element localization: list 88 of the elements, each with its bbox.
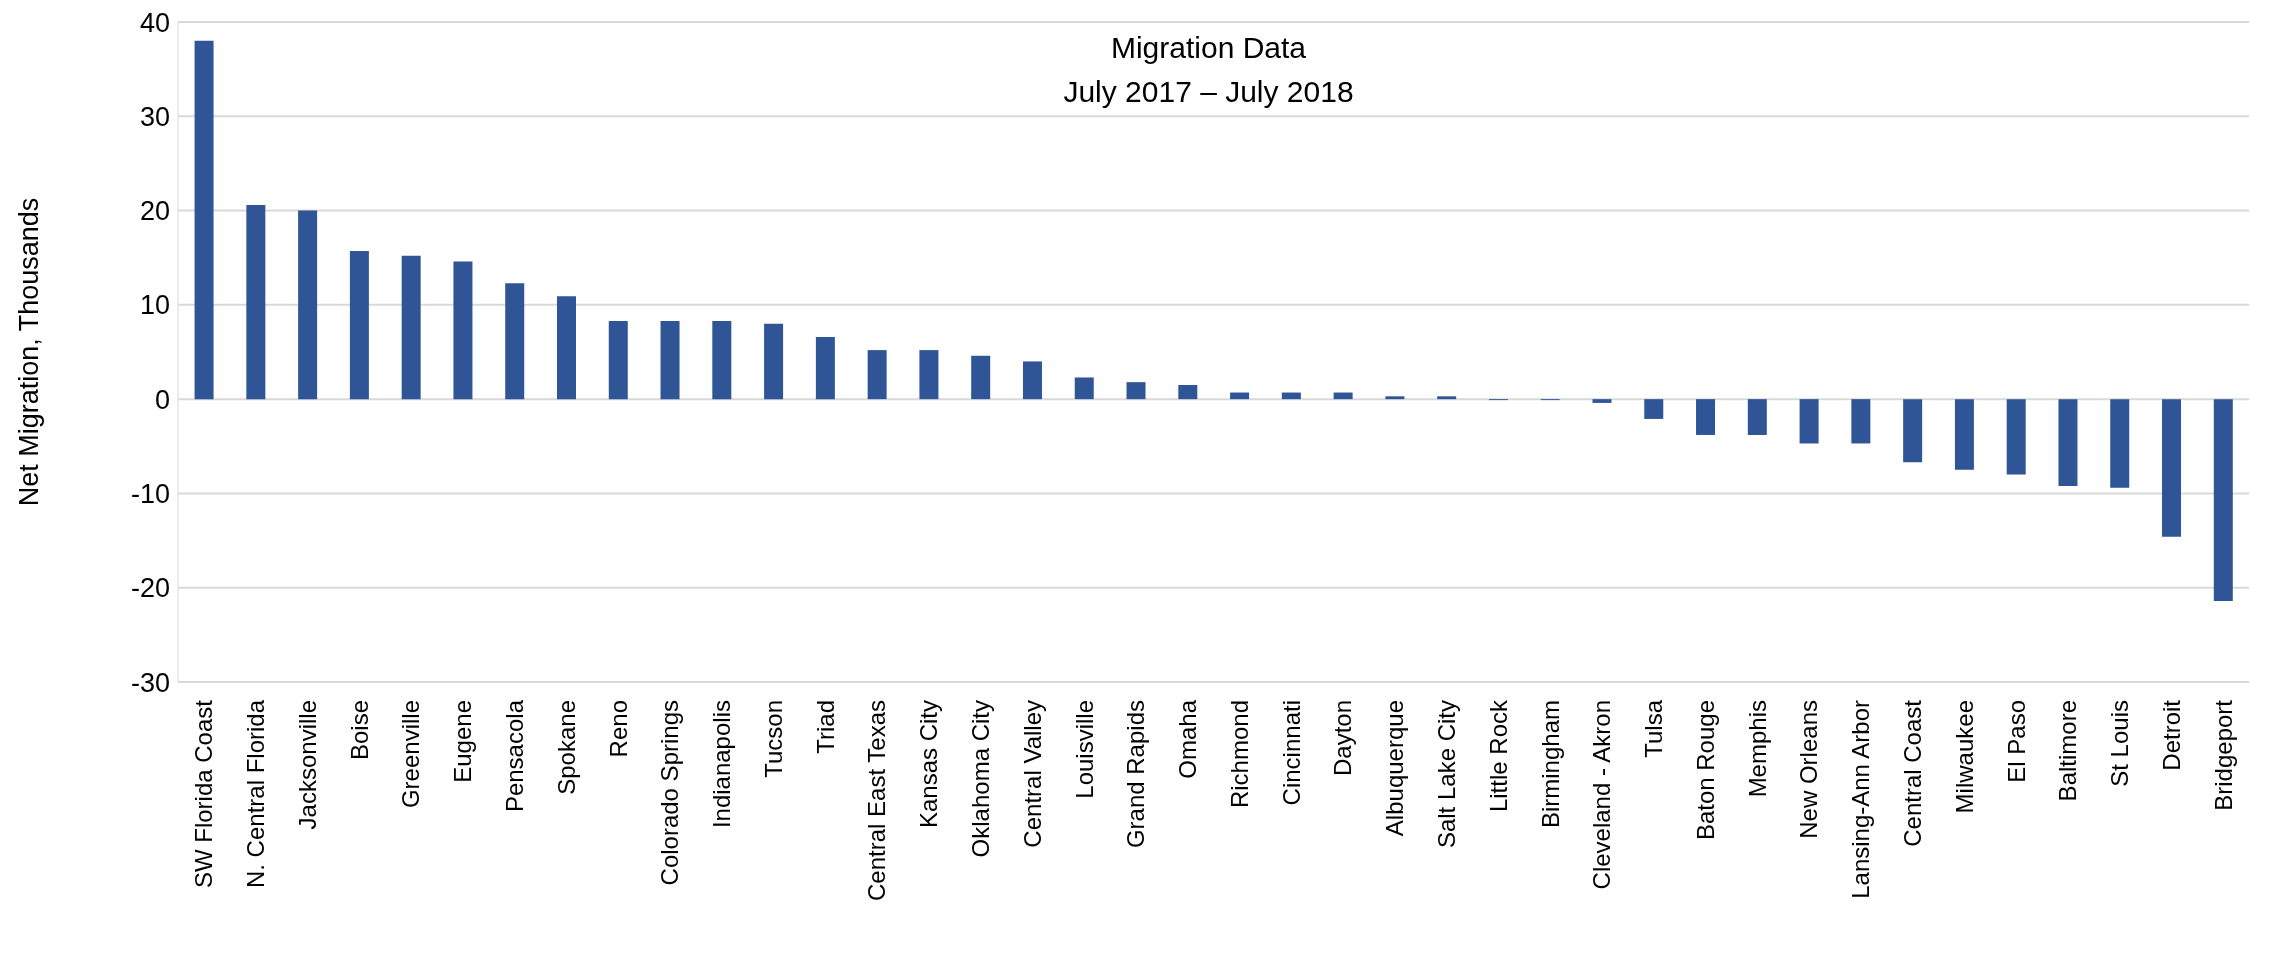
x-tick-label: El Paso — [2002, 700, 2030, 783]
x-tick-label: Indianapolis — [708, 700, 736, 829]
y-tick-label: 40 — [139, 7, 170, 38]
x-tick-label: Jacksonville — [293, 700, 321, 830]
y-tick-label: 20 — [139, 196, 170, 227]
bar — [2213, 399, 2233, 601]
x-tick-label: Baton Rouge — [1691, 700, 1719, 841]
bar — [1178, 385, 1198, 400]
bar — [919, 350, 939, 400]
x-tick-label: Memphis — [1743, 700, 1771, 798]
bar — [1437, 396, 1457, 400]
bar — [608, 320, 628, 400]
bar — [712, 320, 732, 400]
bar — [1126, 382, 1146, 400]
bar — [349, 251, 369, 400]
bar — [1903, 399, 1923, 463]
bar — [453, 261, 473, 400]
bar — [764, 323, 784, 400]
x-tick-label: Eugene — [449, 700, 477, 783]
bar — [815, 336, 835, 400]
x-tick-label: Birmingham — [1536, 700, 1564, 829]
x-tick-label: Central Coast — [1898, 699, 1926, 847]
x-tick-label: Pensacola — [501, 699, 529, 813]
bar — [298, 210, 318, 400]
bar — [1954, 399, 1974, 470]
bar — [1799, 399, 1819, 444]
x-tick-label: New Orleans — [1795, 700, 1823, 839]
x-tick-label: Albuquerque — [1381, 700, 1409, 837]
bar — [867, 350, 887, 400]
x-tick-label: Salt Lake City — [1432, 700, 1460, 849]
bar — [1851, 399, 1871, 444]
x-tick-label: Dayton — [1329, 700, 1357, 777]
y-tick-label: -30 — [130, 667, 170, 698]
bar — [1592, 399, 1612, 403]
bar — [1281, 392, 1301, 400]
x-tick-label: Boise — [345, 700, 373, 761]
x-tick-label: Grand Rapids — [1122, 700, 1150, 849]
bar — [660, 320, 680, 400]
y-tick-label: 30 — [139, 101, 170, 132]
x-tick-label: St Louis — [2106, 700, 2134, 787]
x-tick-label: Detroit — [2157, 699, 2185, 771]
y-tick-label: -20 — [130, 573, 170, 604]
x-tick-label: Tucson — [759, 700, 787, 778]
x-tick-label: Tulsa — [1640, 699, 1668, 758]
bar — [194, 40, 214, 400]
bar — [1696, 399, 1716, 435]
y-tick-label: 0 — [154, 384, 170, 415]
x-tick-label: Cincinnati — [1277, 700, 1305, 806]
y-tick-label: -10 — [130, 479, 170, 510]
bar — [2058, 399, 2078, 486]
bar — [1074, 377, 1094, 400]
bar — [1333, 392, 1353, 400]
bar — [1022, 361, 1042, 400]
x-tick-label: Triad — [811, 700, 839, 754]
text: Migration Data July 2017 – July 2018 — [1063, 31, 1354, 108]
bar — [401, 255, 421, 400]
x-tick-label: Oklahoma City — [967, 700, 995, 858]
x-tick-label: Greenville — [397, 700, 425, 809]
bar — [246, 204, 266, 400]
bar — [2162, 399, 2182, 537]
x-tick-label: Central Valley — [1018, 700, 1046, 848]
bar — [2006, 399, 2026, 475]
bar — [2110, 399, 2130, 488]
x-tick-label: N. Central Florida — [242, 699, 270, 889]
bar — [1747, 399, 1767, 435]
x-tick-label: Cleveland - Akron — [1588, 700, 1616, 890]
x-tick-label: SW Florida Coast — [190, 699, 218, 889]
x-tick-label: Lansing-Ann Arbor — [1847, 699, 1875, 899]
x-tick-label: Milwaukee — [1950, 700, 1978, 814]
bar — [971, 355, 991, 400]
bar — [1385, 396, 1405, 400]
bar — [1230, 392, 1250, 400]
bar — [556, 296, 576, 400]
x-tick-label: Omaha — [1174, 699, 1202, 779]
bar — [505, 283, 525, 400]
y-tick-label: 10 — [139, 290, 170, 321]
y-axis-title: Net Migration, Thousands — [13, 197, 44, 507]
x-tick-label: Colorado Springs — [656, 700, 684, 886]
x-tick-label: Bridgeport — [2209, 699, 2237, 811]
x-tick-label: Central East Texas — [863, 700, 891, 901]
x-tick-label: Louisville — [1070, 700, 1098, 799]
x-tick-label: Richmond — [1225, 700, 1253, 809]
x-tick-label: Baltimore — [2054, 700, 2082, 802]
x-tick-label: Reno — [604, 700, 632, 758]
x-tick-label: Spokane — [552, 700, 580, 795]
x-tick-label: Little Rock — [1484, 699, 1512, 813]
bar — [1644, 399, 1664, 419]
x-tick-label: Kansas City — [915, 700, 943, 829]
